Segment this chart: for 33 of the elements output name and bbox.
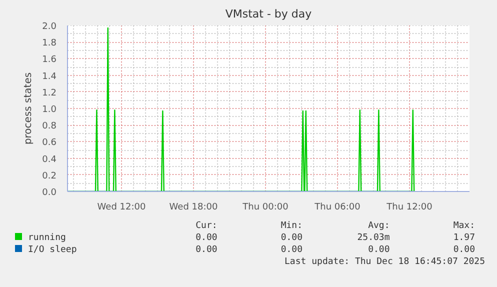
x-tick-label: Wed 12:00 [97, 202, 146, 212]
legend-label: running [27, 232, 67, 244]
text: 0.00 [194, 232, 218, 244]
text: Last update: Thu Dec 18 16:45:07 2025 [284, 256, 485, 268]
text: 0.00 [280, 244, 303, 256]
text: 25.03m [356, 232, 390, 244]
y-tick-label: 0.0 [42, 188, 57, 198]
y-tick-label: 0.2 [42, 171, 57, 182]
y-tick-label: 0.4 [42, 154, 57, 165]
chart-title: VMstat - by day [225, 8, 312, 20]
y-tick-label: 1.2 [42, 88, 57, 98]
y-axis-title: process states [23, 72, 34, 145]
text: 0.00 [367, 244, 390, 256]
y-tick-label: 0.6 [42, 138, 57, 148]
y-tick-label: 2.0 [42, 22, 57, 32]
y-tick-label: 0.8 [42, 122, 57, 132]
x-tick-label: Thu 00:00 [242, 202, 289, 212]
x-tick-label: Wed 18:00 [169, 202, 218, 212]
text: Min: [280, 220, 303, 232]
text: 0.00 [452, 244, 475, 256]
y-tick-label: 1.0 [42, 105, 57, 115]
x-tick-label: Thu 06:00 [314, 202, 361, 212]
text: Cur: [194, 220, 218, 232]
legend-label: I/O sleep [27, 244, 78, 256]
text: 0.00 [194, 244, 218, 256]
x-tick-label: Thu 12:00 [386, 202, 433, 212]
text: 0.00 [280, 232, 303, 244]
text: Max: [452, 220, 475, 232]
y-tick-label: 1.8 [42, 38, 57, 49]
y-tick-label: 1.6 [42, 55, 57, 66]
y-tick-label: 1.4 [42, 72, 57, 82]
text: Avg: [367, 220, 390, 232]
text: 1.97 [452, 232, 475, 244]
